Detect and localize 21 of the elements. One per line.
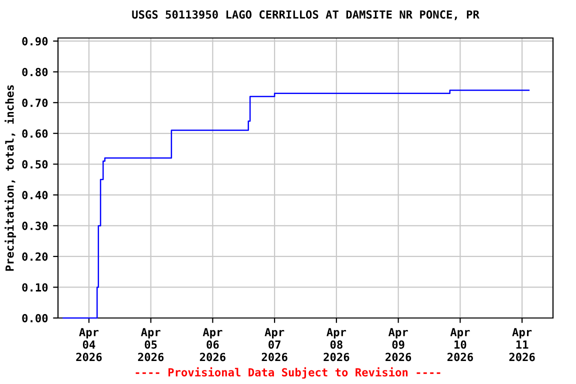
x-tick-label: Apr 07 2026 <box>262 328 288 362</box>
y-tick-label: 0.60 <box>22 129 48 138</box>
x-tick-label: Apr 11 2026 <box>509 328 535 362</box>
x-tick-label: Apr 08 2026 <box>324 328 350 362</box>
y-axis-title: Precipitation, total, inches <box>4 85 16 271</box>
y-tick-label: 0.20 <box>22 252 48 261</box>
y-tick-label: 0.50 <box>22 160 48 169</box>
y-tick-label: 0.30 <box>22 222 48 230</box>
x-tick-label: Apr 10 2026 <box>447 328 473 362</box>
x-tick-label: Apr 04 2026 <box>76 328 102 362</box>
y-tick-label: 0.80 <box>22 68 48 76</box>
y-tick-label: 0.10 <box>22 283 48 292</box>
chart-title: USGS 50113950 LAGO CERRILLOS AT DAMSITE NR PONCE, PR <box>132 10 480 20</box>
y-tick-label: 0.90 <box>22 37 48 46</box>
x-tick-label: Apr 06 2026 <box>200 328 226 362</box>
x-tick-label: Apr 09 2026 <box>386 328 412 362</box>
x-tick-label: Apr 05 2026 <box>138 328 164 362</box>
text: ---- Provisional Data Subject to Revision ---- <box>136 367 440 379</box>
y-tick-label: 0.00 <box>22 314 48 322</box>
y-tick-label: 0.40 <box>22 190 48 200</box>
y-tick-label: 0.70 <box>22 98 48 107</box>
